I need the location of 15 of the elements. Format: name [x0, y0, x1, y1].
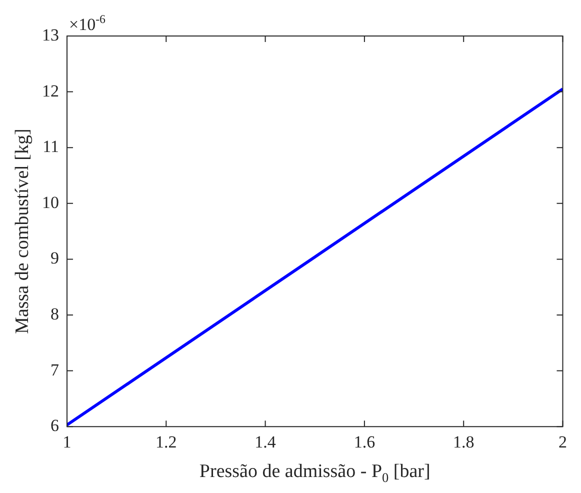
x-tick-label: 1.8	[452, 432, 474, 452]
x-tick-label: 1	[62, 432, 72, 452]
y-axis-title: Massa de combustível [kg]	[12, 128, 33, 334]
y-tick-label: 9	[50, 248, 59, 268]
y-tick-label: 11	[42, 137, 59, 156]
x-tick-label: 1.2	[156, 432, 177, 452]
y-tick-label: 8	[50, 304, 59, 324]
y-tick-label: 10	[42, 192, 59, 212]
y-tick-label: 12	[42, 81, 59, 100]
x-tick-label: 2	[558, 432, 567, 452]
y-tick-label: 6	[50, 416, 59, 436]
x-tick-label: 1.6	[354, 432, 376, 452]
x-tick-label: 1.4	[254, 432, 276, 452]
y-tick-label: 13	[42, 25, 59, 44]
y-tick-label: 7	[50, 360, 60, 380]
